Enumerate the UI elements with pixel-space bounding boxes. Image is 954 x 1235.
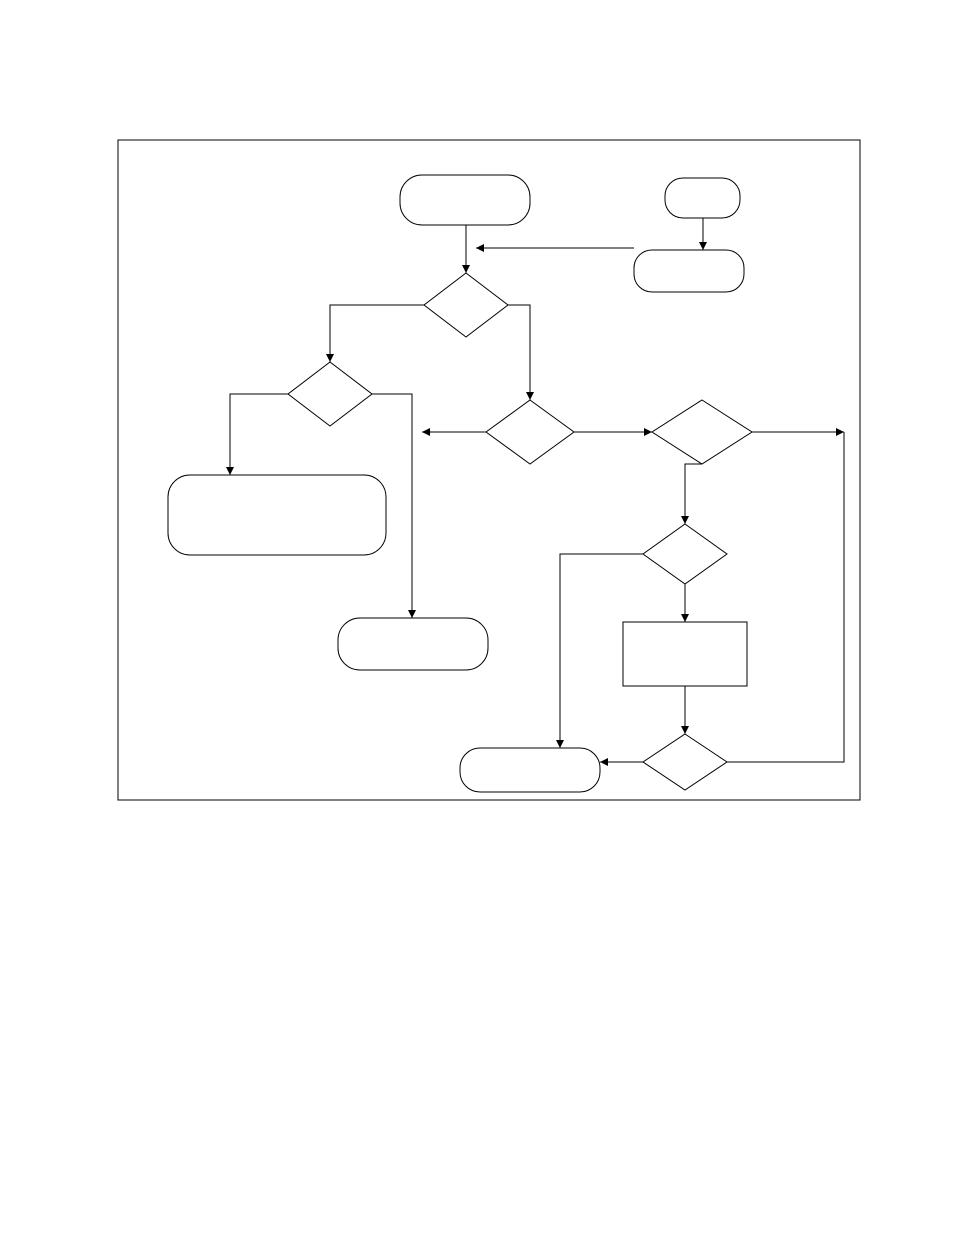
node-proc_big — [168, 475, 386, 555]
node-evt_start — [665, 178, 740, 218]
node-start — [400, 175, 530, 225]
flowchart-canvas — [0, 0, 954, 1235]
node-rect — [623, 622, 747, 686]
node-evt_end — [634, 250, 744, 292]
node-ret_small — [338, 618, 488, 670]
node-ret_bot — [460, 748, 600, 792]
